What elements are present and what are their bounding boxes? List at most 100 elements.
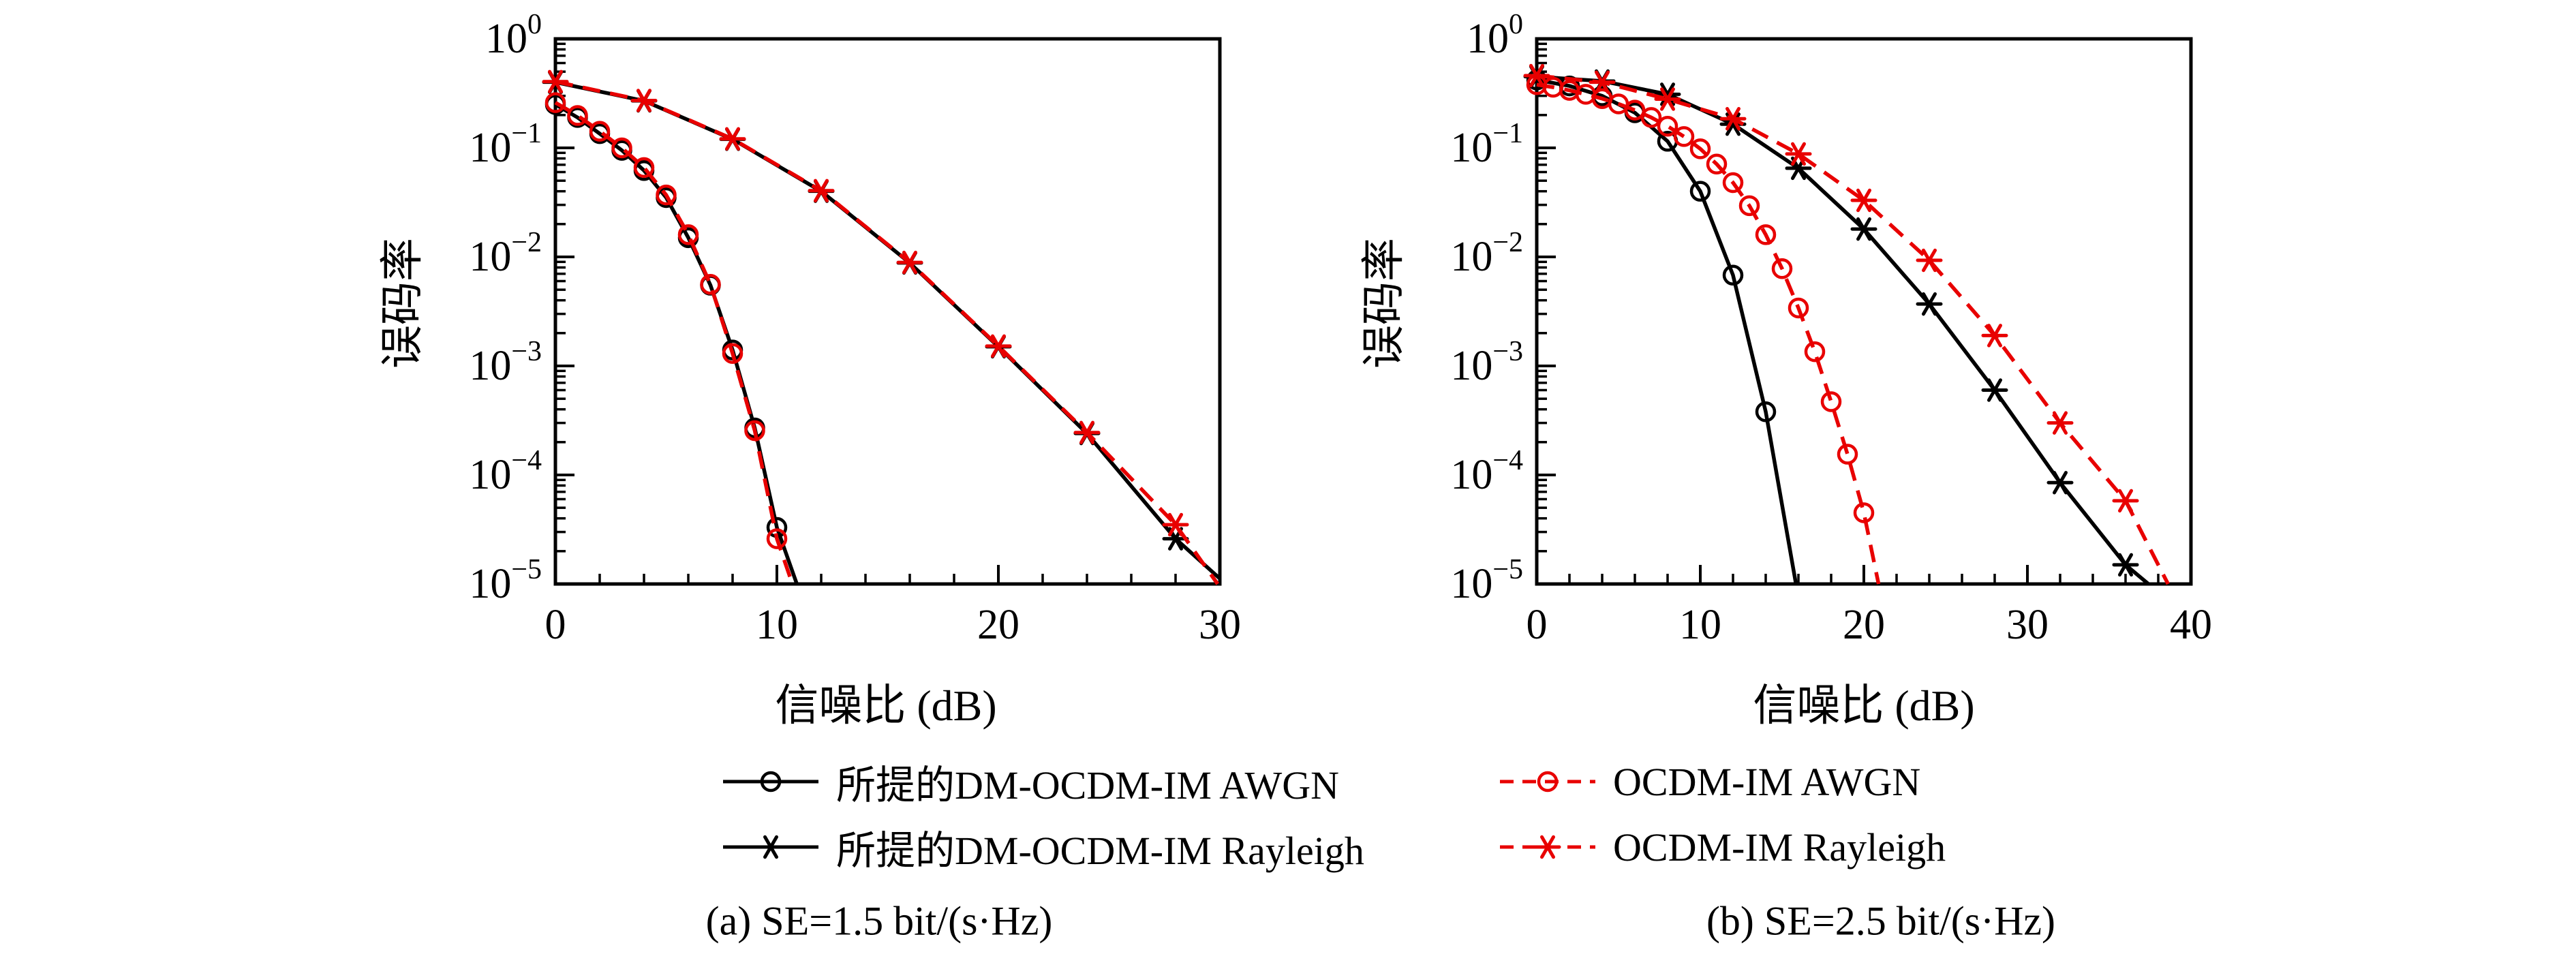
series-marker-circle — [1657, 115, 1678, 137]
series-marker-circle — [1755, 224, 1777, 245]
series-marker-circle — [1738, 195, 1760, 217]
legend-dashed-circle-icon — [1500, 771, 1595, 793]
series-marker-circle — [545, 92, 566, 113]
panel-b-x-axis-label: 信噪比 (dB) — [1753, 681, 1975, 730]
y-tick-label: 100 — [485, 9, 542, 62]
x-tick-label: 40 — [2170, 602, 2212, 648]
series-marker-circle — [1689, 181, 1711, 202]
legend-label: 所提的DM-OCDM-IM AWGN — [836, 763, 1340, 807]
panel-b-y-axis-label: 误码率 — [1360, 238, 1408, 369]
series-line-dm-ocdm-im-awgn — [1536, 78, 1798, 585]
legend-dashed-asterisk-icon — [1500, 835, 1595, 859]
legend-line-asterisk-icon — [723, 835, 818, 859]
legend-item-dm-awgn: 所提的DM-OCDM-IM AWGN — [719, 759, 1339, 807]
legend-label: 所提的DM-OCDM-IM Rayleigh — [836, 829, 1364, 873]
y-tick-label: 100 — [1467, 9, 1523, 62]
series-marker-asterisk — [2053, 471, 2068, 495]
series-marker-asterisk — [1168, 512, 1183, 537]
series-marker-circle — [1722, 264, 1744, 286]
series-marker-asterisk — [1856, 217, 1871, 241]
y-tick-label: 10−3 — [469, 336, 542, 389]
series-line-dm-ocdm-im-rayleigh — [1536, 74, 2150, 586]
series-marker-circle — [1673, 126, 1695, 147]
y-tick-label: 10−1 — [1450, 118, 1523, 171]
series-marker-circle — [567, 105, 588, 126]
series-marker-circle — [1689, 138, 1711, 159]
series-marker-asterisk — [1595, 70, 1610, 94]
series-marker-asterisk — [1529, 63, 1544, 88]
y-tick-label: 10−5 — [469, 554, 542, 607]
series-marker-asterisk — [1922, 292, 1937, 316]
series-marker-circle — [1837, 444, 1858, 465]
series-marker-circle — [766, 528, 788, 549]
x-tick-label: 0 — [1527, 602, 1548, 648]
panel-b-plot: 0 10 20 30 40 100 10−1 10−2 10−3 10−4 10−5 — [1450, 9, 2212, 648]
legend-item-ocdm-rayleigh: OCDM-IM Rayleigh — [1496, 825, 1946, 870]
series-marker-circle — [589, 121, 611, 142]
x-tick-label: 30 — [1199, 602, 1241, 648]
series-marker-asterisk — [902, 250, 917, 275]
y-tick-label: 10−4 — [469, 445, 542, 498]
y-tick-label: 10−1 — [469, 118, 542, 171]
legend-item-dm-rayleigh: 所提的DM-OCDM-IM Rayleigh — [719, 825, 1364, 873]
series-line-dm-ocdm-im-awgn — [554, 102, 799, 585]
series-marker-asterisk — [1987, 378, 2002, 402]
legend-label: OCDM-IM Rayleigh — [1613, 825, 1946, 870]
series-marker-circle — [633, 157, 655, 179]
series-marker-circle — [760, 771, 782, 793]
series-marker-asterisk — [1922, 248, 1937, 273]
y-tick-label: 10−3 — [1450, 336, 1523, 389]
series-marker-asterisk — [814, 179, 829, 203]
series-marker-circle — [1771, 258, 1793, 279]
legend-label: OCDM-IM AWGN — [1613, 759, 1921, 804]
series-marker-asterisk — [637, 89, 651, 112]
x-tick-label: 20 — [1843, 602, 1885, 648]
legend-line-circle-icon — [723, 771, 818, 793]
y-tick-label: 10−2 — [1450, 227, 1523, 280]
series-marker-circle — [722, 343, 743, 365]
series-marker-circle — [1853, 502, 1875, 523]
series-marker-asterisk — [1660, 82, 1675, 106]
series-line-ocdm-im-rayleigh — [555, 80, 1220, 585]
x-tick-label: 20 — [977, 602, 1019, 648]
x-tick-label: 30 — [2006, 602, 2049, 648]
series-marker-circle — [611, 137, 632, 159]
series-marker-asterisk — [2118, 553, 2133, 577]
series-marker-circle — [1788, 297, 1809, 319]
series-marker-asterisk — [1540, 835, 1555, 859]
series-marker-circle — [1706, 153, 1728, 175]
legend-item-ocdm-awgn: OCDM-IM AWGN — [1496, 759, 1920, 804]
series-marker-asterisk — [1791, 142, 1806, 166]
series-marker-circle — [744, 420, 765, 442]
y-tick-label: 10−5 — [1450, 554, 1523, 607]
series-marker-circle — [1640, 107, 1662, 128]
caption-a: (a) SE=1.5 bit/(s·Hz) — [705, 898, 1053, 944]
series-marker-circle — [1820, 391, 1842, 412]
series-marker-circle — [1804, 341, 1826, 363]
series-marker-circle — [656, 184, 677, 206]
series-marker-asterisk — [763, 835, 778, 859]
series-marker-asterisk — [991, 334, 1006, 358]
series-marker-circle — [1755, 401, 1777, 422]
series-marker-asterisk — [548, 70, 563, 94]
series-marker-asterisk — [2118, 489, 2133, 513]
plot-box — [553, 37, 1222, 586]
series-marker-asterisk — [1856, 188, 1871, 213]
series-marker-circle — [1624, 99, 1646, 121]
series-line-ocdm-im-awgn — [554, 101, 795, 585]
series-marker-circle — [1537, 771, 1559, 793]
x-tick-label: 0 — [545, 602, 566, 648]
series-marker-asterisk — [1079, 420, 1094, 444]
series-marker-circle — [700, 274, 721, 295]
series-marker-asterisk — [1726, 107, 1741, 131]
panel-a-x-axis-label: 信噪比 (dB) — [775, 681, 997, 730]
panel-a-y-axis-label: 误码率 — [378, 238, 427, 369]
y-tick-label: 10−2 — [469, 227, 542, 280]
series-marker-asterisk — [725, 127, 740, 151]
x-tick-label: 10 — [756, 602, 798, 648]
series-line-ocdm-im-rayleigh — [1536, 74, 2170, 585]
panel-a-plot: 0 10 20 30 100 10−1 10−2 10−3 10−4 10−5 — [469, 9, 1241, 648]
x-tick-label: 10 — [1679, 602, 1721, 648]
series-marker-asterisk — [2053, 411, 2068, 435]
